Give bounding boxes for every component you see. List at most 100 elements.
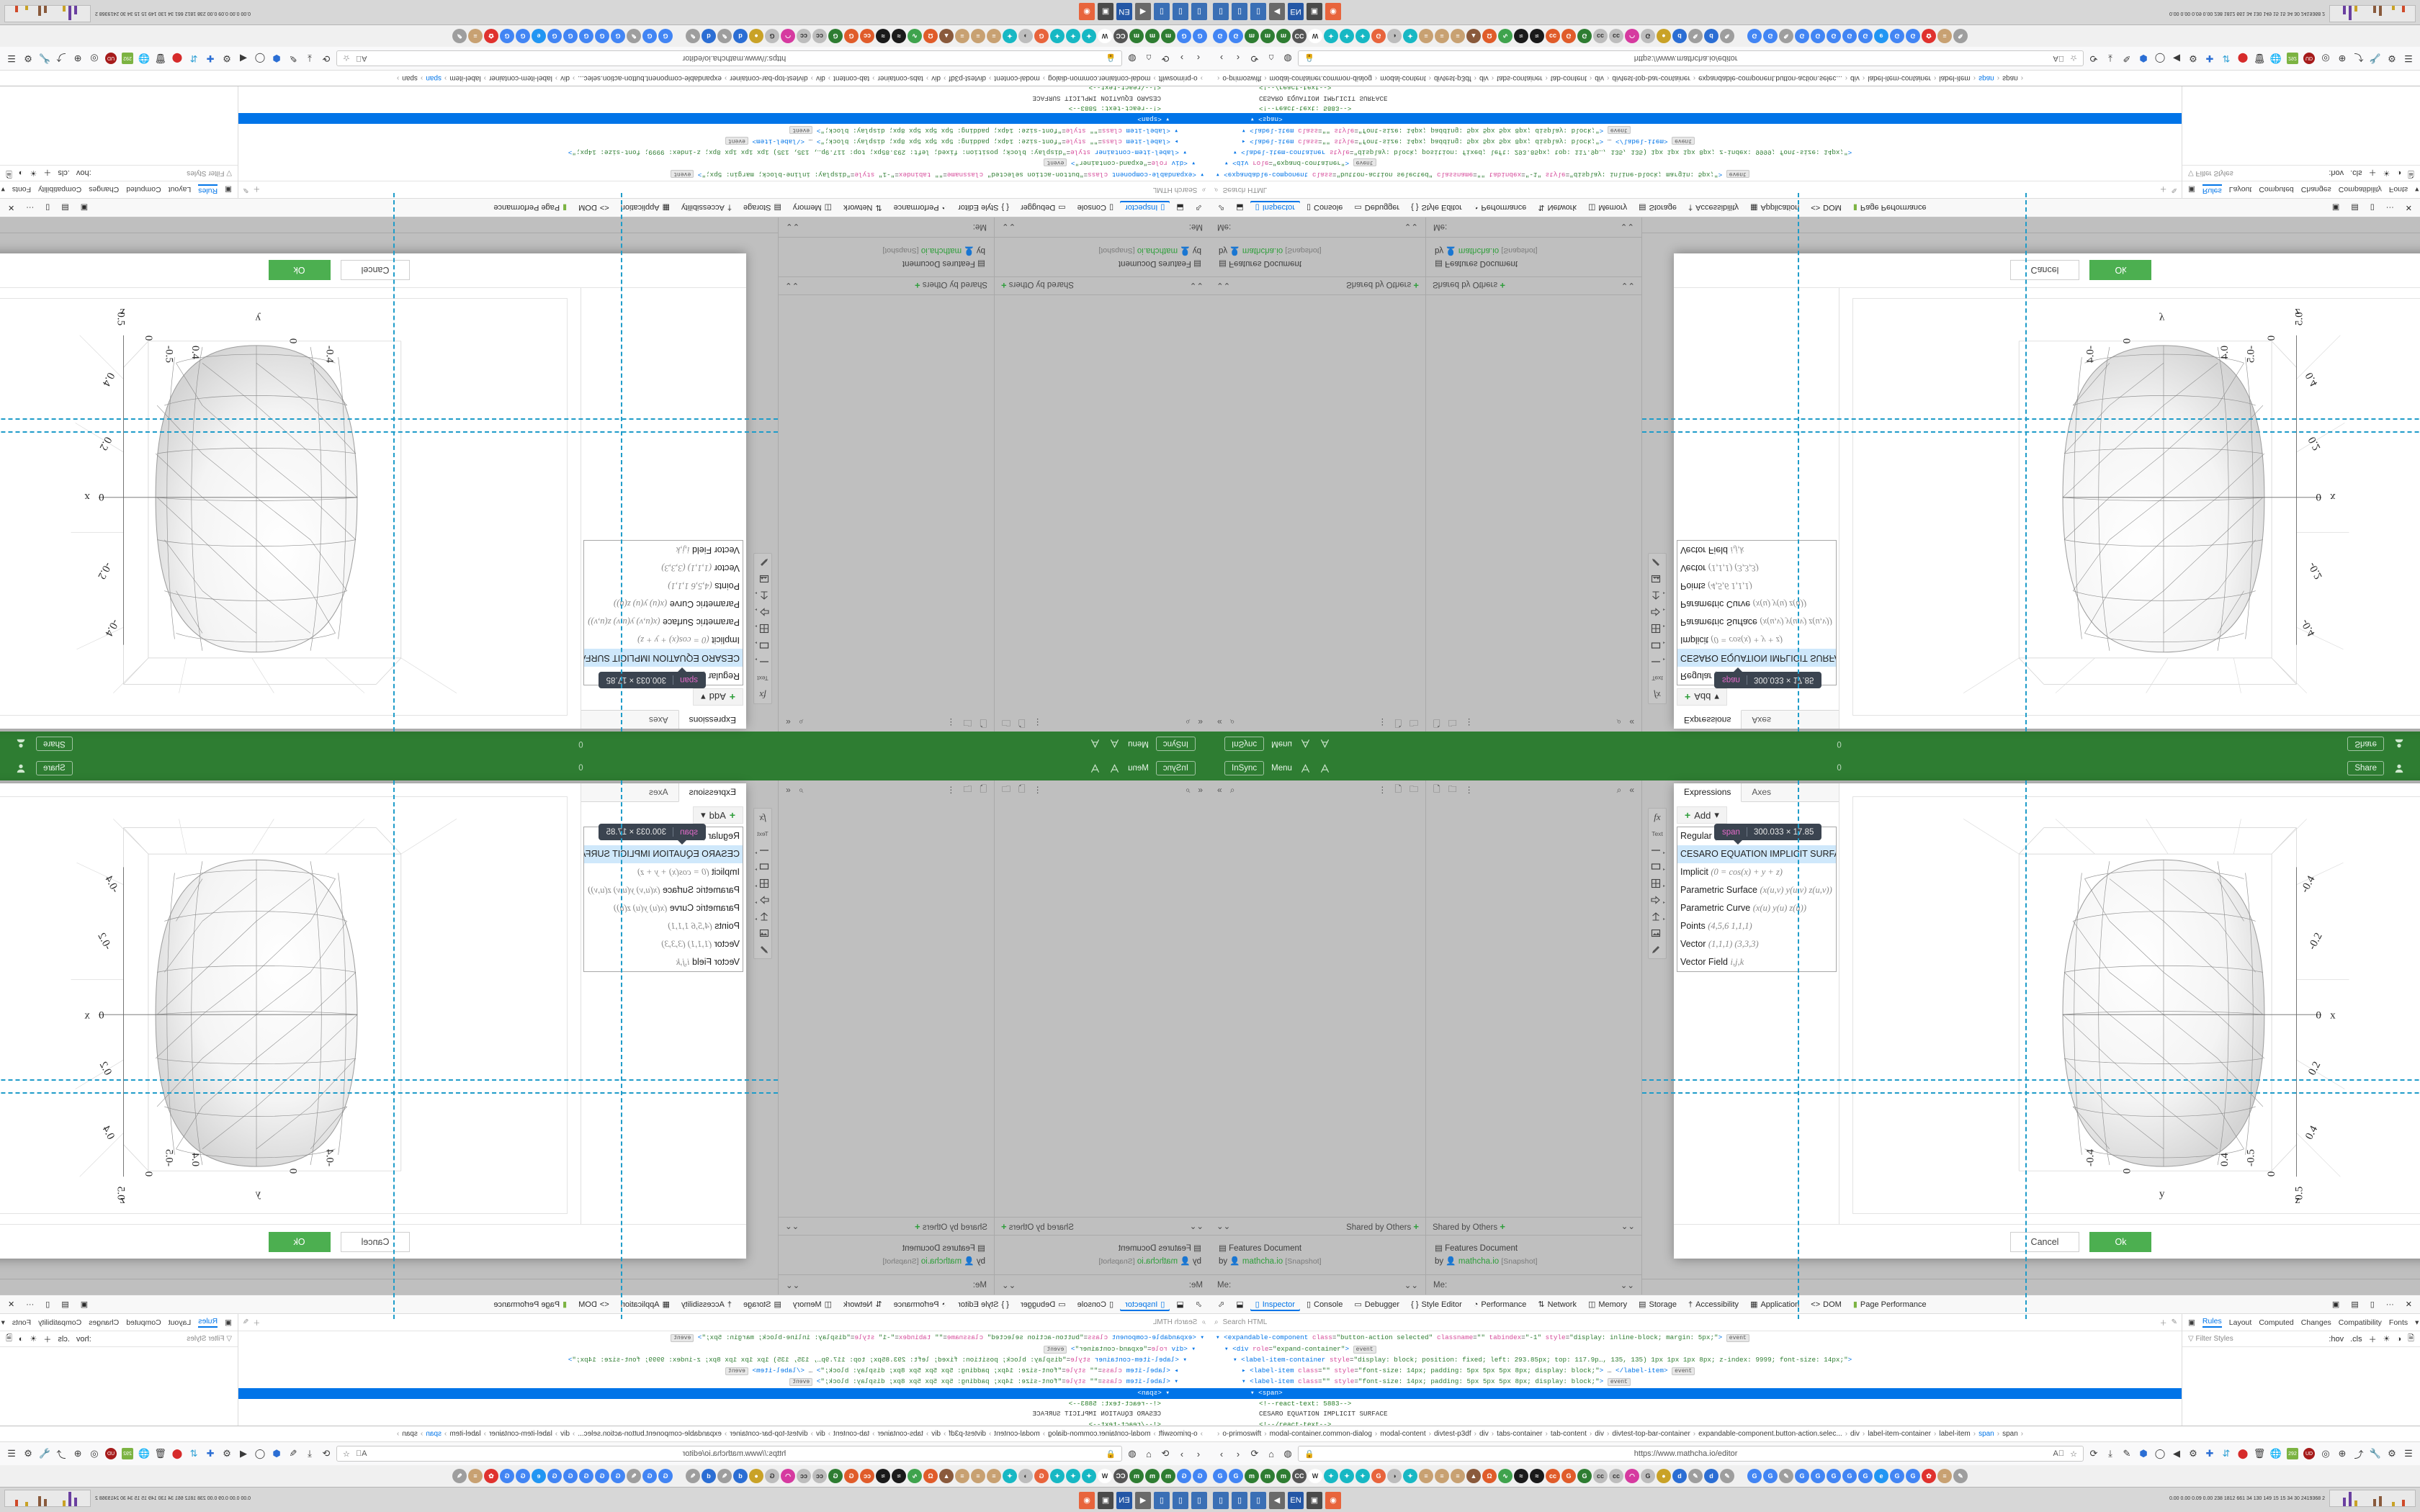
tab-console[interactable]: ▯ Console (1306, 1300, 1343, 1310)
search-input[interactable]: Search HTML (1222, 1318, 1268, 1326)
tab-compatibility[interactable]: Compatibility (2338, 185, 2382, 194)
plus-icon[interactable]: + (1413, 280, 1419, 292)
bookmark-item[interactable]: G (1811, 29, 1825, 43)
taskbar-icon[interactable]: ◉ (1079, 3, 1095, 21)
add-node-icon[interactable]: ＋ (2159, 184, 2167, 192)
home-icon[interactable]: ⌂ (1268, 1448, 1274, 1459)
more-vertical-icon[interactable]: ⋮ (946, 785, 956, 795)
dom-node[interactable]: ▾ <label-item-container style="display: … (1233, 1356, 1852, 1364)
bookmark-item[interactable]: ✿ (484, 29, 498, 43)
tab-rules[interactable]: Rules (2202, 184, 2222, 195)
tab-performance[interactable]: ◔ Performance (1473, 1300, 1527, 1309)
bookmark-item[interactable]: ≡ (1937, 1469, 1952, 1483)
ok-button[interactable]: Ok (268, 260, 331, 281)
extension-web-icon[interactable]: ⊕ (73, 53, 82, 64)
dom-tree[interactable]: ▾ <expandable-component class="button-ac… (238, 86, 1210, 181)
menu-item-parametric-curve[interactable]: Parametric Curve (x(u) y(u) z(u)) (1680, 599, 1806, 609)
insync-button[interactable]: InSync (1155, 761, 1196, 775)
taskbar-icon[interactable]: ▯ (1232, 1491, 1247, 1509)
bookmark-item[interactable]: ∿ (1498, 29, 1512, 43)
reload-icon[interactable]: ⟳ (1250, 1448, 1259, 1459)
bookmark-item[interactable]: ✦ (1066, 1469, 1080, 1483)
bookmark-item[interactable]: ≈ (876, 29, 890, 43)
tab-style-editor[interactable]: { } Style Editor (958, 203, 1009, 212)
add-button[interactable]: + Add ▾ (693, 806, 743, 824)
bookmark-item[interactable]: G (1034, 1469, 1049, 1483)
hover-pseudo-button[interactable]: :hov (2329, 168, 2344, 178)
tab-debugger[interactable]: ▭ Debugger (1020, 1300, 1066, 1310)
bookmark-item[interactable]: cc (1546, 1469, 1560, 1483)
pick-element-icon[interactable]: ⬀ (1218, 203, 1225, 212)
bookmark-item[interactable]: d (1672, 1469, 1687, 1483)
plus-icon[interactable]: + (1500, 1220, 1505, 1232)
ok-button[interactable]: Ok (268, 1231, 331, 1252)
extension-gear-icon[interactable]: ⚙ (223, 53, 231, 64)
bookmark-item[interactable]: G (828, 29, 843, 43)
dom-node[interactable]: ▸ <label-item class="" style="font-size:… (1210, 135, 2182, 147)
extension-pencil-icon[interactable]: ✎ (289, 53, 297, 64)
anchor-tool[interactable]: ▸ (1650, 911, 1665, 922)
bookmark-item[interactable]: ✎ (1953, 1469, 1968, 1483)
tab-accessibility[interactable]: † Accessibility (681, 1300, 732, 1309)
print-media-icon[interactable]: 🗎 (2408, 1334, 2414, 1343)
tab-layout[interactable]: Layout (168, 1318, 192, 1327)
extension-black-icon[interactable]: ◀ (2173, 53, 2180, 64)
bookmark-item[interactable]: G (1842, 1469, 1857, 1483)
screenshot-icon[interactable]: ▣ (2331, 203, 2340, 212)
bookmark-item[interactable]: G (1827, 1469, 1841, 1483)
taskbar-icon[interactable]: ▯ (1191, 3, 1207, 21)
close-icon[interactable]: ✕ (8, 1300, 15, 1309)
bookmark-item[interactable]: G (1577, 1469, 1592, 1483)
devtools-breadcrumb[interactable]: › o-primoswift › modal-container.common-di… (1210, 70, 2420, 86)
dom-node[interactable]: ▾ <div role="expand-container"> event (1210, 157, 2182, 168)
bookmark-item[interactable]: G (1842, 29, 1857, 43)
taskbar-icon[interactable]: ▯ (1173, 1491, 1188, 1509)
bookmark-item[interactable]: CC (1292, 29, 1307, 43)
tab-console[interactable]: ▯ Console (1306, 203, 1343, 212)
chevron-double-icon[interactable]: ⌄⌄ (1216, 281, 1231, 289)
tab-storage[interactable]: ▤ Storage (1639, 1300, 1677, 1310)
plot-3d-canvas[interactable]: x 0 y z -0.4 -0.2 0.2 0.4 (1852, 298, 2420, 716)
bookmark-item[interactable]: ≈ (1530, 29, 1544, 43)
screenshot-icon[interactable]: ▣ (2331, 1300, 2340, 1309)
bookmark-item[interactable]: ✿ (484, 1469, 498, 1483)
contrast-icon[interactable]: ◑ (18, 168, 24, 178)
extension-share-icon[interactable]: ⤴ (2354, 1449, 2364, 1460)
formula-tool[interactable]: fx (759, 690, 766, 701)
image-tool[interactable] (1650, 927, 1664, 939)
insync-button[interactable]: InSync (1224, 737, 1265, 751)
bookmark-item[interactable]: m (1260, 29, 1275, 43)
responsive-design-icon[interactable]: ▤ (61, 203, 69, 212)
menu-button[interactable]: Menu (1271, 764, 1292, 773)
tab-console[interactable]: ▯ Console (1077, 1300, 1114, 1310)
bookmark-item[interactable]: G (611, 1469, 625, 1483)
tab-accessibility[interactable]: † Accessibility (1688, 203, 1739, 212)
collapse-icon[interactable]: « (1629, 785, 1634, 795)
menu-item-vector-field[interactable]: Vector Field i,j,k (1680, 545, 1744, 555)
bookmark-item[interactable]: ≈ (1514, 29, 1528, 43)
bookmark-item[interactable]: G (1229, 1469, 1243, 1483)
hover-pseudo-button[interactable]: :hov (76, 1334, 91, 1344)
chevron-double-icon[interactable]: ⌄⌄ (1404, 1281, 1418, 1290)
tab-memory[interactable]: ◫ Memory (1587, 203, 1628, 212)
dom-node[interactable]: ▾ <label-item-container style="display: … (568, 1356, 1187, 1364)
document-author[interactable]: mathcha.io (1242, 246, 1283, 255)
bookmark-item[interactable]: ✎ (1779, 29, 1793, 43)
bookmark-item[interactable]: d (702, 29, 716, 43)
bookmark-item[interactable]: G (642, 29, 657, 43)
extension-wrench-icon[interactable]: 🔧 (38, 1448, 51, 1459)
dom-node[interactable]: ▾ <div role="expand-container"> event (238, 1344, 1210, 1356)
account-icon[interactable] (2394, 739, 2404, 749)
menu-button[interactable]: Menu (1128, 739, 1149, 748)
extension-record-icon[interactable]: ⬤ (2237, 53, 2249, 64)
grid-tool[interactable]: ▸ (755, 878, 770, 889)
bookmark-item[interactable]: ≈ (892, 29, 906, 43)
new-file-icon[interactable]: 🗋 (980, 783, 987, 794)
bookmark-item[interactable]: ✎ (1720, 29, 1734, 43)
bookmark-item[interactable]: ✎ (1779, 1469, 1793, 1483)
bookmark-item[interactable]: G (547, 1469, 562, 1483)
extension-disc-icon[interactable]: ◎ (2321, 1448, 2330, 1459)
bookmark-item[interactable]: W (1098, 29, 1112, 43)
eyedropper-icon[interactable]: ✎ (243, 186, 249, 194)
taskbar-icon[interactable]: EN (1288, 1491, 1304, 1509)
